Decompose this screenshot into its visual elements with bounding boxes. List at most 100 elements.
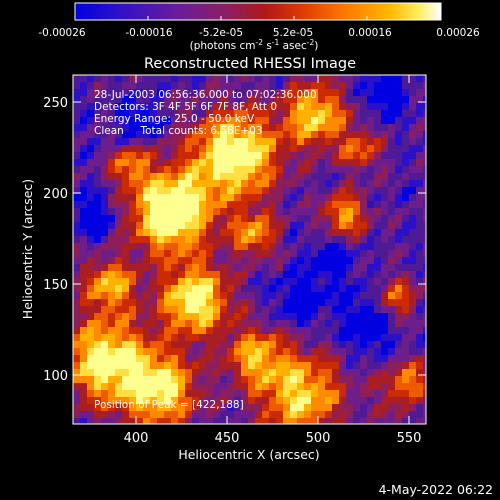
heatmap-cell xyxy=(164,397,171,404)
heatmap-cell xyxy=(423,257,426,264)
heatmap-cell xyxy=(262,271,269,278)
heatmap-cell xyxy=(164,362,171,369)
heatmap-cell xyxy=(136,96,143,103)
heatmap-cell xyxy=(339,327,346,334)
heatmap-cell xyxy=(227,124,234,131)
heatmap-cell xyxy=(185,383,192,390)
heatmap-cell xyxy=(311,159,318,166)
heatmap-cell xyxy=(402,299,409,306)
heatmap-cell xyxy=(325,208,332,215)
heatmap-cell xyxy=(325,397,332,404)
heatmap-cell xyxy=(80,320,87,327)
heatmap-cell xyxy=(108,257,115,264)
heatmap-cell xyxy=(346,418,353,424)
heatmap-cell xyxy=(360,243,367,250)
heatmap-cell xyxy=(290,215,297,222)
heatmap-cell xyxy=(248,159,255,166)
heatmap-cell xyxy=(262,124,269,131)
heatmap-cell xyxy=(108,383,115,390)
heatmap-cell xyxy=(164,278,171,285)
heatmap-cell xyxy=(101,278,108,285)
heatmap-cell xyxy=(346,348,353,355)
heatmap-cell xyxy=(164,215,171,222)
y-axis-ticks xyxy=(73,101,426,376)
heatmap-cell xyxy=(374,362,381,369)
heatmap-cell xyxy=(213,390,220,397)
heatmap-cell xyxy=(80,257,87,264)
heatmap-cell xyxy=(416,89,423,96)
heatmap-cell xyxy=(227,250,234,257)
heatmap-cell xyxy=(262,250,269,257)
heatmap-cell xyxy=(367,369,374,376)
heatmap-cell xyxy=(108,327,115,334)
heatmap-cell xyxy=(87,82,94,89)
heatmap-cell xyxy=(262,397,269,404)
heatmap-cell xyxy=(332,215,339,222)
heatmap-cell xyxy=(332,243,339,250)
heatmap-cell xyxy=(402,82,409,89)
heatmap-cell xyxy=(164,243,171,250)
heatmap-cell xyxy=(143,257,150,264)
heatmap-cell xyxy=(220,348,227,355)
heatmap-cell xyxy=(304,390,311,397)
heatmap-cell xyxy=(101,82,108,89)
heatmap-cell xyxy=(269,82,276,89)
heatmap-cell xyxy=(192,110,199,117)
heatmap-cell xyxy=(360,369,367,376)
heatmap-cell xyxy=(332,320,339,327)
heatmap-cell xyxy=(332,278,339,285)
heatmap-cell xyxy=(346,334,353,341)
heatmap-cell xyxy=(381,173,388,180)
heatmap-cell xyxy=(80,138,87,145)
heatmap-cell xyxy=(283,397,290,404)
heatmap-cell xyxy=(416,348,423,355)
heatmap-cell xyxy=(311,299,318,306)
heatmap-cell xyxy=(157,418,164,424)
heatmap-cell xyxy=(325,117,332,124)
heatmap-cell xyxy=(108,411,115,418)
heatmap-cell xyxy=(416,376,423,383)
heatmap-cell xyxy=(80,285,87,292)
heatmap-cell xyxy=(122,355,129,362)
heatmap-cell xyxy=(87,376,94,383)
heatmap-cell xyxy=(171,327,178,334)
heatmap-cell xyxy=(164,369,171,376)
heatmap-cell xyxy=(409,75,416,82)
heatmap-cell xyxy=(248,369,255,376)
heatmap-cell xyxy=(311,208,318,215)
heatmap-cell xyxy=(80,278,87,285)
heatmap-cell xyxy=(171,383,178,390)
heatmap-cell xyxy=(311,187,318,194)
heatmap-cell xyxy=(185,173,192,180)
heatmap-cell xyxy=(395,271,402,278)
heatmap-cell xyxy=(269,383,276,390)
heatmap-cell xyxy=(157,411,164,418)
heatmap-cell xyxy=(262,313,269,320)
heatmap-cell xyxy=(185,117,192,124)
heatmap-cell xyxy=(339,201,346,208)
heatmap-cell xyxy=(311,229,318,236)
heatmap-cell xyxy=(423,215,426,222)
heatmap-cell xyxy=(381,82,388,89)
heatmap-cell xyxy=(269,348,276,355)
heatmap-cell xyxy=(402,348,409,355)
heatmap-cell xyxy=(192,229,199,236)
heatmap-cell xyxy=(171,159,178,166)
heatmap-cell xyxy=(143,145,150,152)
heatmap-cell xyxy=(150,110,157,117)
heatmap-cell xyxy=(164,271,171,278)
heatmap-cell xyxy=(213,166,220,173)
heatmap-cell xyxy=(234,194,241,201)
heatmap-cell xyxy=(220,138,227,145)
heatmap-cell xyxy=(115,110,122,117)
heatmap-cell xyxy=(115,271,122,278)
heatmap-cell xyxy=(402,103,409,110)
colorbar-unit-label: (photons cm-2 s-1 asec-2) xyxy=(190,38,319,52)
heatmap-cell xyxy=(388,397,395,404)
heatmap-cell xyxy=(185,110,192,117)
heatmap-cell xyxy=(339,334,346,341)
heatmap-cell xyxy=(402,376,409,383)
heatmap-cell xyxy=(136,82,143,89)
heatmap-cell xyxy=(143,187,150,194)
heatmap-cell xyxy=(171,236,178,243)
